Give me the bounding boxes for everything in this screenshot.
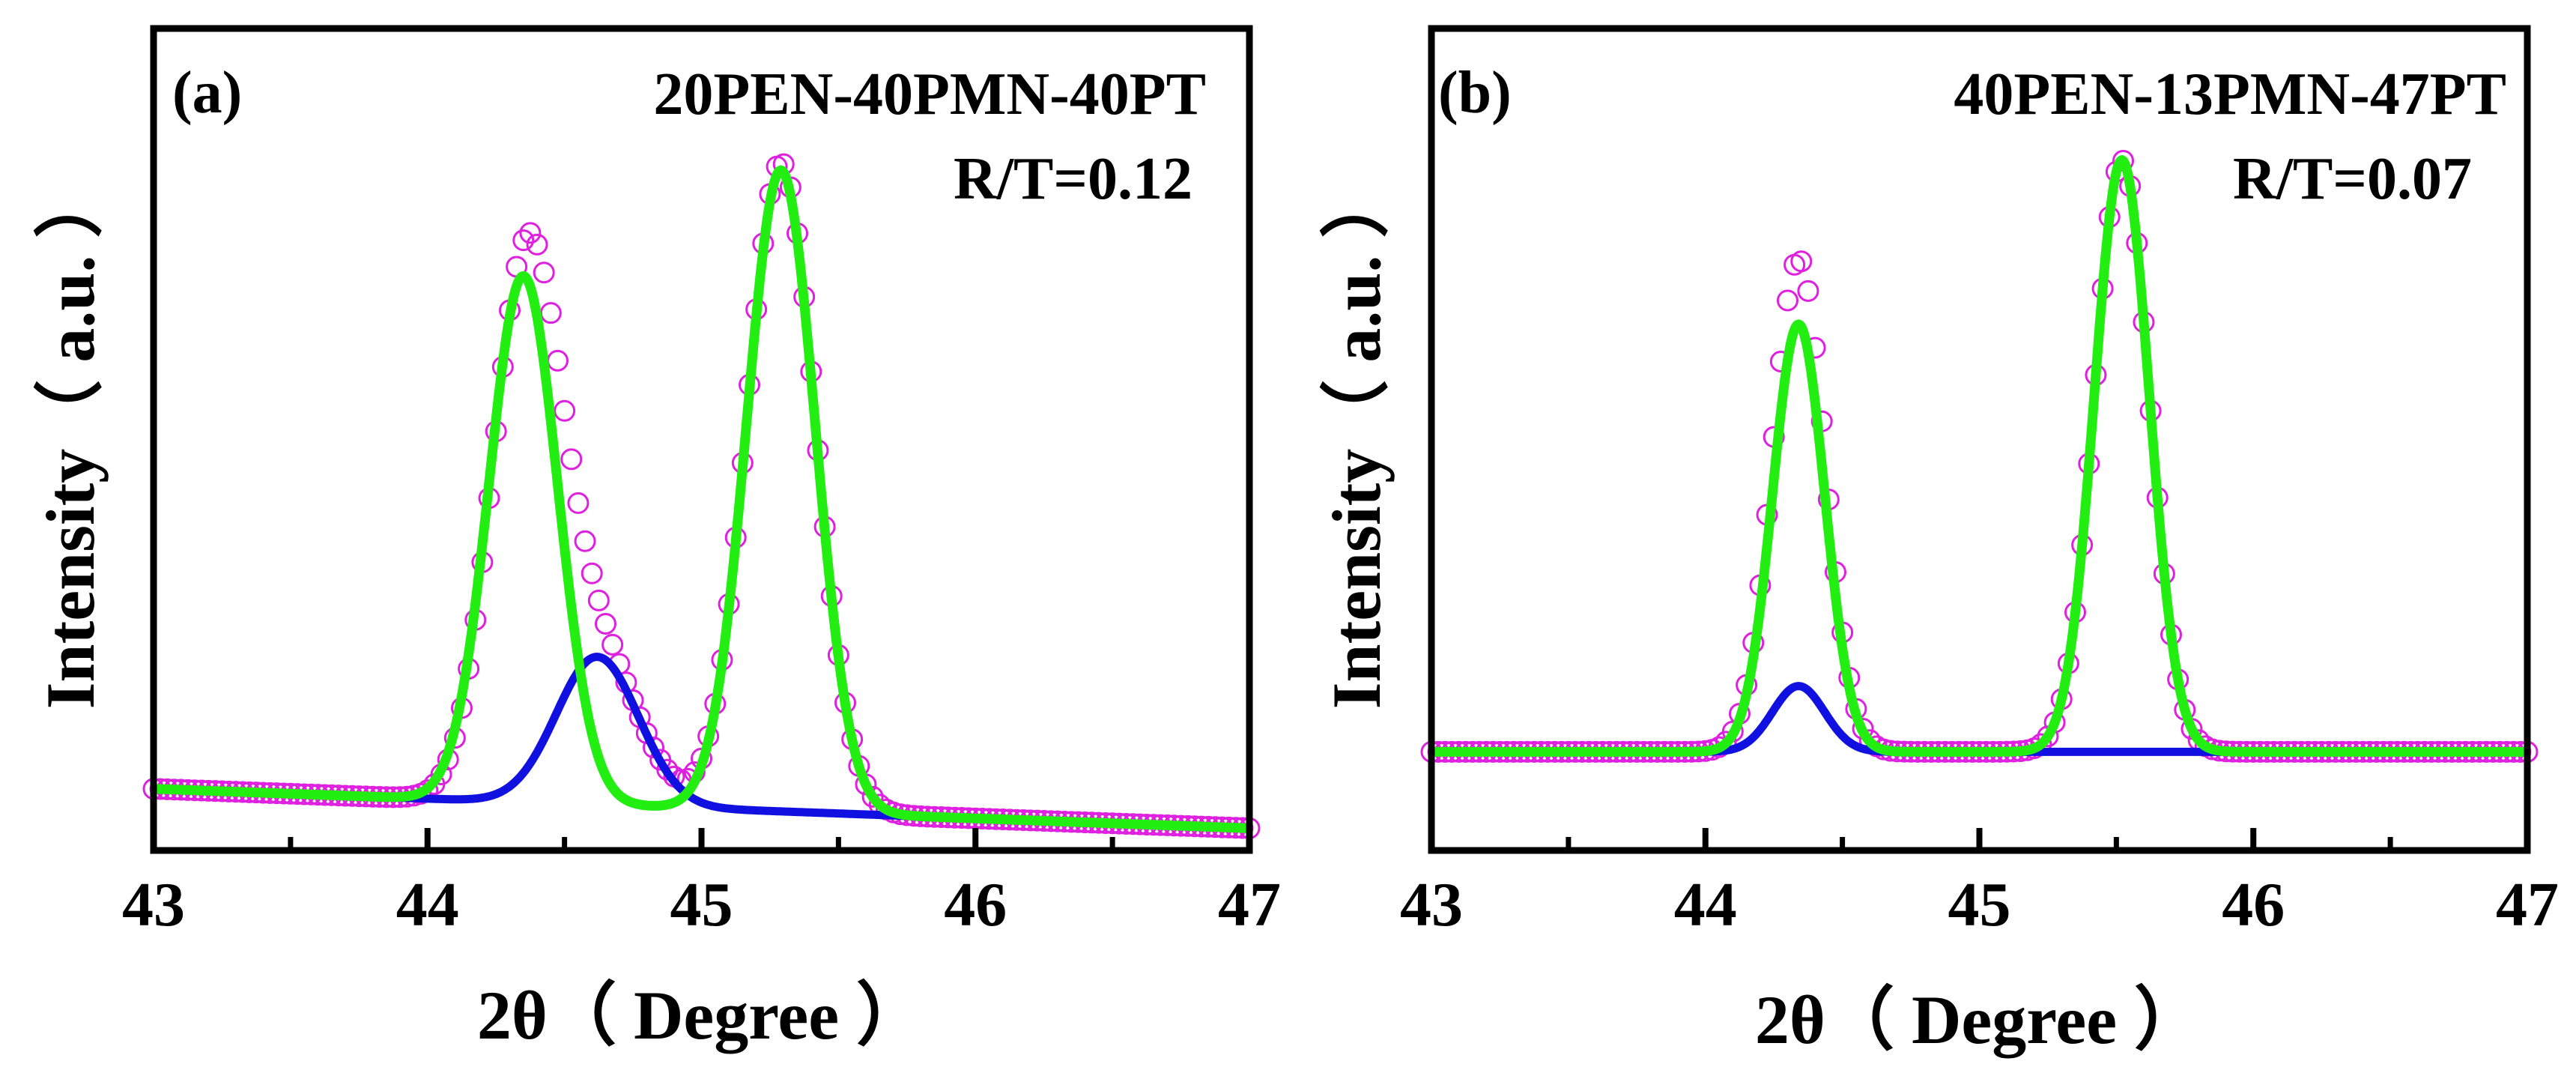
panel-b-observed-series: [1420, 150, 2539, 763]
panel-a-observed-point: [539, 302, 562, 324]
panel-a-x-tick-label: 45: [670, 870, 733, 940]
panel-a-observed-point: [574, 530, 596, 552]
panel-a-frame: [150, 25, 1253, 854]
panel-a-observed-series: [142, 153, 1261, 839]
panel-b-observed-point: [1797, 279, 1819, 302]
panel-a-observed-point: [567, 492, 590, 514]
panel-b-label: (b): [1438, 60, 1512, 126]
panel-a-observed-point: [546, 349, 569, 372]
panel-b-x-tick-label: 44: [1674, 870, 1737, 940]
panel-a-ylabel: Intensity（ a.u. ）: [32, 169, 109, 710]
panel-b-title: 40PEN-13PMN-47PT: [1954, 61, 2506, 127]
panel-b-x-tick-label: 46: [2222, 870, 2285, 940]
panel-a-x-tick-label: 47: [1218, 870, 1281, 940]
panel-b-x-tick-label: 47: [2496, 870, 2559, 940]
panel-b-subtitle: R/T=0.07: [2233, 146, 2472, 212]
panel-b-observed-point: [1790, 250, 1813, 273]
panel-b-xlabel: 2θ（ Degree ）: [1755, 982, 2203, 1058]
panel-a-observed-point: [526, 233, 548, 256]
panel-a-tetragonal-fit-line: [150, 165, 1253, 833]
panel-b-frame: [1428, 25, 2531, 854]
panel-a-observed-point: [587, 589, 610, 611]
panel-b: 43 44 45 46 47 (b) 40PEN-13PMN-47PT R/T=0.07…: [1318, 25, 2559, 1058]
panel-a-observed-point: [601, 633, 624, 656]
panel-b-tetragonal-fit-line: [1428, 155, 2531, 757]
panel-a-x-tick-label: 44: [396, 870, 459, 940]
panel-b-x-tick-label: 45: [1948, 870, 2011, 940]
panel-a-observed-point: [533, 262, 555, 284]
panel-b-x-tick-label: 43: [1400, 870, 1463, 940]
panel-a-x-tick-label: 43: [122, 870, 185, 940]
panel-a-observed-point: [581, 562, 603, 584]
panel-a-label: (a): [172, 60, 242, 126]
panel-a: 43 44 45 46 47 (a) 20PEN-40PMN-40PT R/T=0.12…: [32, 25, 1281, 1054]
panel-a-observed-point: [594, 613, 616, 635]
panel-a-x-tick-label: 46: [944, 870, 1007, 940]
panel-a-title: 20PEN-40PMN-40PT: [653, 61, 1206, 127]
panel-a-subtitle: R/T=0.12: [954, 146, 1192, 212]
panel-a-observed-point: [560, 448, 583, 471]
panel-b-ylabel: Intensity（ a.u. ）: [1318, 169, 1395, 710]
panel-a-xlabel: 2θ（ Degree ）: [477, 977, 925, 1054]
panel-a-observed-point: [519, 222, 542, 244]
panel-b-observed-point: [1776, 289, 1798, 312]
panel-a-observed-point: [554, 399, 576, 422]
panel-a-observed-point: [861, 785, 884, 808]
panel-a-observed-point: [512, 229, 535, 252]
